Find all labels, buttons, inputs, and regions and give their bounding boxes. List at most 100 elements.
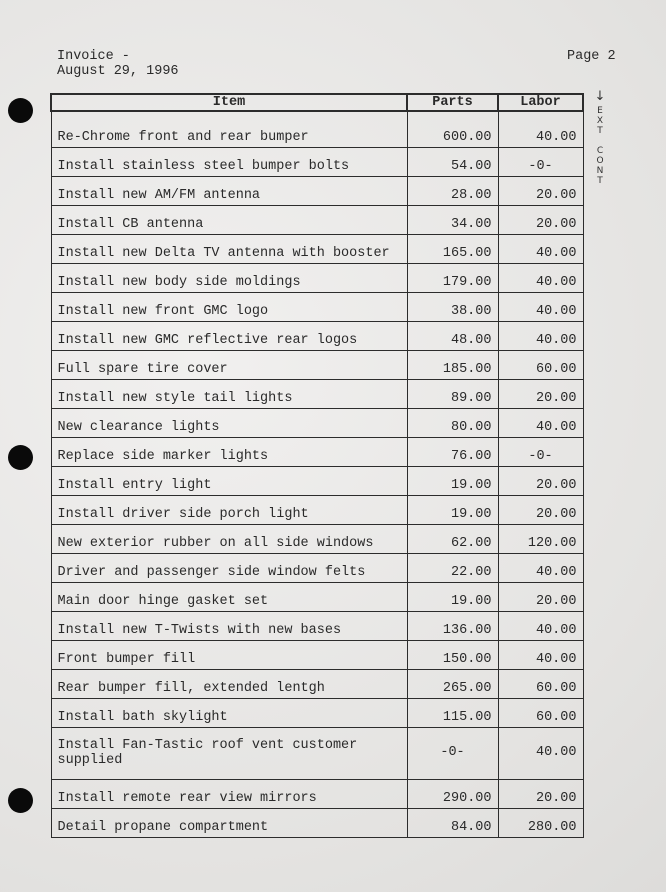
table-row: Install Fan-Tastic roof vent customer su… — [50, 727, 584, 780]
cell-labor: -0- — [497, 147, 584, 177]
table-row: Install new AM/FM antenna 28.00 20.00 — [50, 176, 584, 206]
cell-parts: 34.00 — [406, 205, 499, 235]
note-letter — [594, 136, 606, 146]
cell-item: Detail propane compartment — [50, 808, 408, 838]
cell-parts: 84.00 — [406, 808, 499, 838]
punch-hole — [8, 98, 33, 123]
cell-parts: 38.00 — [406, 292, 499, 322]
cell-item: Driver and passenger side window felts — [50, 553, 408, 583]
cell-parts: 89.00 — [406, 379, 499, 409]
table-row: Full spare tire cover 185.00 60.00 — [50, 350, 584, 380]
table-row: Main door hinge gasket set 19.00 20.00 — [50, 582, 584, 612]
cell-parts: 80.00 — [406, 408, 499, 438]
cell-parts: 115.00 — [406, 698, 499, 728]
cell-labor: 40.00 — [497, 553, 584, 583]
cell-item: Install stainless steel bumper bolts — [50, 147, 408, 177]
cell-item: Install new body side moldings — [50, 263, 408, 293]
cell-labor: 60.00 — [497, 669, 584, 699]
table-row: Detail propane compartment 84.00 280.00 — [50, 808, 584, 838]
punch-hole — [8, 788, 33, 813]
cell-item: Install new Delta TV antenna with booste… — [50, 234, 408, 264]
table-row: Install new front GMC logo 38.00 40.00 — [50, 292, 584, 322]
cell-labor: 40.00 — [497, 263, 584, 293]
cell-labor: 60.00 — [497, 698, 584, 728]
cell-item: Install new style tail lights — [50, 379, 408, 409]
invoice-table: Item Parts Labor Re-Chrome front and rea… — [50, 93, 584, 838]
cell-parts: 48.00 — [406, 321, 499, 351]
table-row: Front bumper fill 150.00 40.00 — [50, 640, 584, 670]
punch-hole — [8, 445, 33, 470]
page-number: Page 2 — [567, 49, 616, 64]
cell-item: Rear bumper fill, extended lentgh — [50, 669, 408, 699]
cell-parts: -0- — [406, 727, 499, 780]
cell-labor: 40.00 — [497, 292, 584, 322]
cell-item: Install entry light — [50, 466, 408, 496]
invoice-title: Invoice - — [57, 49, 130, 64]
cell-labor: 20.00 — [497, 582, 584, 612]
note-letter: E — [597, 106, 603, 116]
cell-labor: -0- — [497, 437, 584, 467]
cell-parts: 265.00 — [406, 669, 499, 699]
table-row: Install new Delta TV antenna with booste… — [50, 234, 584, 264]
table-row: Install entry light 19.00 20.00 — [50, 466, 584, 496]
table-row: Install new body side moldings 179.00 40.0… — [50, 263, 584, 293]
table-row: Replace side marker lights 76.00 -0- — [50, 437, 584, 467]
cell-item: Install remote rear view mirrors — [50, 779, 408, 809]
cell-labor: 40.00 — [497, 611, 584, 641]
column-header-item: Item — [50, 93, 408, 112]
cell-parts: 19.00 — [406, 495, 499, 525]
table-row: Install new GMC reflective rear logos 48.… — [50, 321, 584, 351]
cell-labor: 20.00 — [497, 379, 584, 409]
cell-item: New clearance lights — [50, 408, 408, 438]
note-letter: N — [596, 166, 604, 176]
cell-labor: 40.00 — [497, 234, 584, 264]
cell-parts: 54.00 — [406, 147, 499, 177]
cell-item: Install bath skylight — [50, 698, 408, 728]
cell-parts: 185.00 — [406, 350, 499, 380]
column-header-labor: Labor — [497, 93, 584, 112]
cell-item: New exterior rubber on all side windows — [50, 524, 408, 554]
table-row: Install CB antenna 34.00 20.00 — [50, 205, 584, 235]
cell-item: Install Fan-Tastic roof vent customer su… — [50, 727, 408, 780]
cell-parts: 290.00 — [406, 779, 499, 809]
cell-item: Install new T-Twists with new bases — [50, 611, 408, 641]
cell-item: Replace side marker lights — [50, 437, 408, 467]
cell-item: Install new AM/FM antenna — [50, 176, 408, 206]
table-row: Install bath skylight 115.00 60.00 — [50, 698, 584, 728]
cell-parts: 600.00 — [406, 110, 499, 148]
cell-labor: 40.00 — [497, 110, 584, 148]
cell-labor: 40.00 — [497, 640, 584, 670]
table-row: Install remote rear view mirrors 290.00 20… — [50, 779, 584, 809]
cell-item: Install CB antenna — [50, 205, 408, 235]
cell-labor: 20.00 — [497, 176, 584, 206]
cell-parts: 62.00 — [406, 524, 499, 554]
note-letter: X — [596, 116, 604, 126]
cell-labor: 20.00 — [497, 495, 584, 525]
cell-labor: 280.00 — [497, 808, 584, 838]
cell-parts: 179.00 — [406, 263, 499, 293]
cell-item: Main door hinge gasket set — [50, 582, 408, 612]
cell-labor: 40.00 — [497, 408, 584, 438]
note-letter: O — [596, 156, 604, 166]
table-row: Re-Chrome front and rear bumper 600.00 40.… — [50, 110, 584, 148]
note-letter: T — [597, 176, 603, 186]
arrow-down-icon: ↓ — [594, 89, 606, 104]
cell-labor: 60.00 — [497, 350, 584, 380]
cell-labor: 120.00 — [497, 524, 584, 554]
cell-labor: 20.00 — [497, 779, 584, 809]
invoice-date: August 29, 1996 — [57, 64, 179, 79]
cell-parts: 150.00 — [406, 640, 499, 670]
cell-parts: 19.00 — [406, 582, 499, 612]
cell-parts: 19.00 — [406, 466, 499, 496]
table-row: Install stainless steel bumper bolts 54.0… — [50, 147, 584, 177]
cell-parts: 165.00 — [406, 234, 499, 264]
table-row: Driver and passenger side window felts 22… — [50, 553, 584, 583]
note-letter: C — [596, 146, 604, 156]
table-row: Install driver side porch light 19.00 20.0… — [50, 495, 584, 525]
cell-item: Install driver side porch light — [50, 495, 408, 525]
cell-parts: 76.00 — [406, 437, 499, 467]
cell-labor: 40.00 — [497, 321, 584, 351]
column-header-parts: Parts — [406, 93, 499, 112]
cell-parts: 136.00 — [406, 611, 499, 641]
